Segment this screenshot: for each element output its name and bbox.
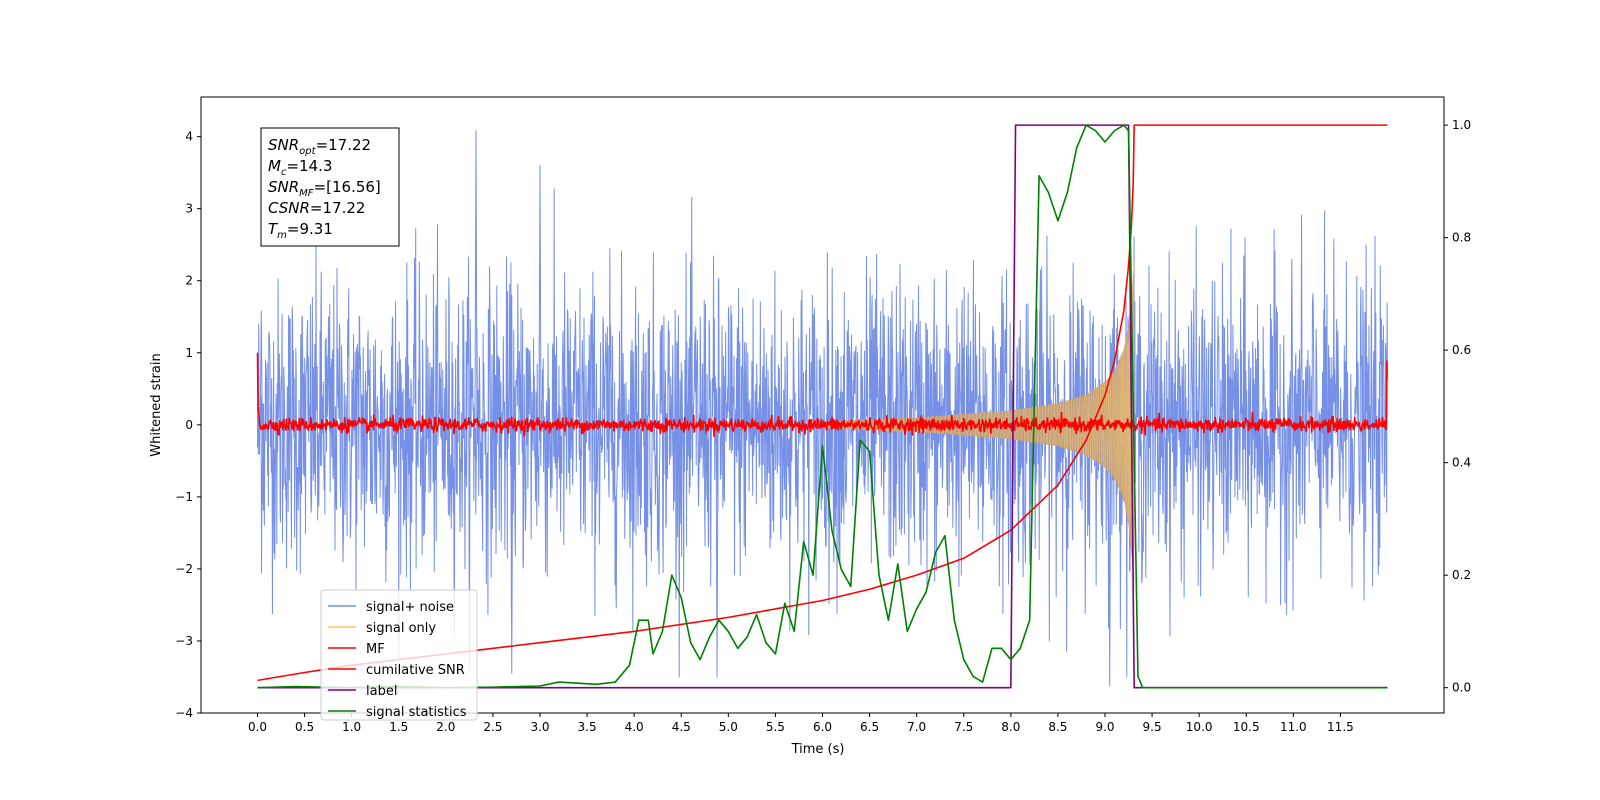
x-tick-label: 8.5 xyxy=(1048,720,1067,734)
legend: signal+ noise signal only MF cumilative SNR… xyxy=(320,589,478,721)
y-left-tick-label: −2 xyxy=(175,562,193,576)
y-left-tick-label: 1 xyxy=(185,346,193,360)
legend-label: signal statistics xyxy=(366,705,467,720)
info-box-line: Tm=9.31 xyxy=(268,220,333,241)
legend-label: cumilative SNR xyxy=(366,663,465,678)
y-left-tick-label: 4 xyxy=(185,130,193,144)
x-axis-label: Time (s) xyxy=(791,742,845,757)
y-left-tick-label: −1 xyxy=(175,490,193,504)
info-box-line: SNRopt=17.22 xyxy=(268,136,371,157)
y-axis-left: −4 −3 −2 −1 0 1 2 3 4 xyxy=(175,130,201,720)
x-axis: 0.0 0.5 1.0 1.5 2.0 2.5 3.0 3.5 4.0 4.5 5.0 5.5 6.0 6… xyxy=(248,713,1354,734)
x-tick-label: 9.5 xyxy=(1143,720,1162,734)
x-tick-label: 11.0 xyxy=(1280,720,1307,734)
series-signal-only-envelope xyxy=(822,259,1135,591)
y-right-tick-label: 1.0 xyxy=(1452,118,1471,132)
x-tick-label: 0.0 xyxy=(248,720,267,734)
y-right-tick-label: 0.2 xyxy=(1452,568,1471,582)
y-axis-label: Whitened strain xyxy=(149,353,164,456)
y-left-tick-label: −4 xyxy=(175,706,193,720)
y-axis-right: 0.0 0.2 0.4 0.6 0.8 1.0 xyxy=(1444,118,1471,695)
y-left-tick-label: 0 xyxy=(185,418,193,432)
legend-label: label xyxy=(366,684,397,699)
x-tick-label: 6.0 xyxy=(813,720,832,734)
x-tick-label: 4.0 xyxy=(625,720,644,734)
series-signal-noise xyxy=(257,130,1388,687)
x-tick-label: 5.5 xyxy=(766,720,785,734)
x-tick-label: 5.0 xyxy=(719,720,738,734)
x-tick-label: 7.5 xyxy=(954,720,973,734)
legend-label: signal only xyxy=(366,621,436,636)
info-box-line: Mc=14.3 xyxy=(268,157,332,178)
x-tick-label: 1.0 xyxy=(342,720,361,734)
x-tick-label: 11.5 xyxy=(1327,720,1354,734)
legend-label: MF xyxy=(366,642,385,657)
x-tick-label: 4.5 xyxy=(672,720,691,734)
y-right-tick-label: 0.8 xyxy=(1452,231,1471,245)
series-signal-statistics xyxy=(257,124,1388,689)
info-box: SNRopt=17.22Mc=14.3SNRMF=[16.56]CSNR=17.… xyxy=(260,127,400,247)
series-cumulative-snr xyxy=(257,124,1388,682)
y-right-tick-label: 0.0 xyxy=(1452,681,1471,695)
x-tick-label: 10.5 xyxy=(1233,720,1260,734)
x-tick-label: 8.0 xyxy=(1001,720,1020,734)
x-tick-label: 1.5 xyxy=(389,720,408,734)
x-tick-label: 7.0 xyxy=(907,720,926,734)
x-tick-label: 6.5 xyxy=(860,720,879,734)
y-left-tick-label: 3 xyxy=(185,202,193,216)
x-tick-label: 2.5 xyxy=(483,720,502,734)
series-layer xyxy=(256,124,1388,689)
y-left-tick-label: 2 xyxy=(185,274,193,288)
series-mf xyxy=(256,352,1388,438)
info-box-line: CSNR=17.22 xyxy=(268,199,365,217)
legend-label: signal+ noise xyxy=(366,600,454,615)
y-right-tick-label: 0.4 xyxy=(1452,456,1471,470)
x-tick-label: 9.0 xyxy=(1095,720,1114,734)
y-right-tick-label: 0.6 xyxy=(1452,343,1471,357)
x-tick-label: 3.5 xyxy=(578,720,597,734)
x-tick-label: 3.0 xyxy=(530,720,549,734)
x-tick-label: 2.0 xyxy=(436,720,455,734)
x-tick-label: 10.0 xyxy=(1186,720,1213,734)
x-tick-label: 0.5 xyxy=(295,720,314,734)
info-box-line: SNRMF=[16.56] xyxy=(268,178,381,199)
y-left-tick-label: −3 xyxy=(175,634,193,648)
